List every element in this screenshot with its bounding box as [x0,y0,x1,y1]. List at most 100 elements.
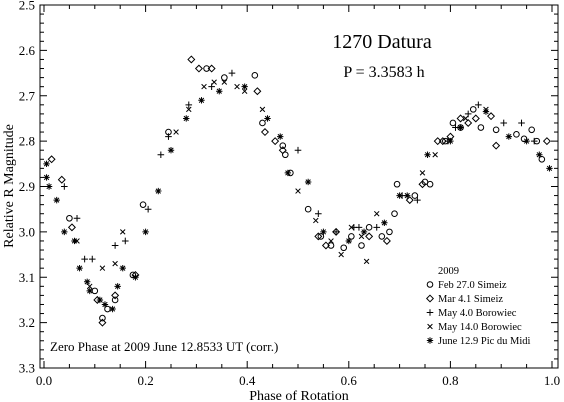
asterisk-point [43,160,50,168]
asterisk-point [119,264,126,272]
plus-point [61,183,68,190]
circle-point [411,192,419,199]
y-tick-label: 3.3 [19,361,35,376]
asterisk-point [155,187,162,195]
asterisk-point [101,301,109,308]
zero-phase-note: Zero Phase at 2009 June 12.8533 UT (corr… [50,339,278,354]
diamond-point [260,128,269,137]
asterisk-point [71,237,78,245]
legend-label: May 14.0 Borowiec [438,322,522,333]
diamond-point [111,291,120,300]
asterisk-point [76,264,83,272]
legend-circle-marker [426,281,434,288]
circle-point [66,214,73,222]
asterisk-point [457,124,464,131]
circle-point [449,119,457,127]
diamond-point [542,137,551,146]
cross-point [173,129,179,135]
diamond-point [418,180,427,189]
plus-point [464,110,472,118]
asterisk-point [132,274,139,281]
circle-point [378,233,386,240]
plus-point [315,210,322,218]
asterisk-point [43,174,50,181]
circle-point [513,131,520,138]
plus-point [121,237,129,245]
circle-point [528,126,535,134]
asterisk-point [424,151,431,158]
asterisk-point [482,108,490,115]
plus-point [144,205,152,213]
x-tick-label: 1.0 [544,373,560,388]
cross-point [295,188,301,194]
legend-item: Mar 4.1 Simeiz [425,294,503,305]
legend-diamond-marker [425,294,435,303]
legend-cross-marker [427,323,433,330]
asterisk-point [396,192,403,199]
asterisk-point [198,97,205,104]
circle-point [203,65,210,72]
x-tick-label: 0.0 [36,373,52,388]
circle-point [111,296,119,304]
y-tick-label: 2.6 [19,43,36,58]
asterisk-point [304,178,312,186]
circle-point [386,228,393,236]
x-tick-label: 0.2 [137,373,153,388]
plus-point [518,119,525,127]
circle-point [426,180,434,188]
cross-point [348,224,355,231]
diamond-point [57,175,66,184]
y-tick-label: 2.5 [19,0,35,13]
asterisk-point [404,192,411,199]
cross-point [86,283,93,290]
plus-point [185,101,193,109]
circle-point [365,224,373,231]
circle-point [358,242,365,249]
y-tick-label: 2.9 [19,179,35,194]
circle-point [139,201,147,208]
plus-point [88,255,96,263]
plus-point [332,228,340,236]
cross-point [119,229,126,235]
legend-item: June 12.9 Pic du Midi [426,336,531,347]
asterisk-point [536,151,543,158]
plus-point [157,151,165,159]
asterisk-point [109,305,116,313]
asterisk-point [277,133,284,140]
x-tick-label: 0.8 [442,373,458,388]
asterisk-point [114,283,121,290]
plus-point [530,137,538,145]
series-cross [74,79,489,290]
asterisk-point [320,228,327,236]
cross-point [462,115,469,122]
period-label: P = 3.3583 h [343,64,424,81]
axis-ticks [40,4,558,369]
asterisk-point [216,88,223,95]
cross-point [432,151,438,158]
diamond-point [98,318,107,327]
asterisk-point [523,137,530,145]
plus-point [73,214,81,222]
diamond-point [464,118,473,127]
legend-label: Feb 27.0 Simeiz [438,280,507,291]
cross-point [259,106,266,113]
cross-point [363,258,370,265]
plus-point [355,224,363,231]
circle-point [492,126,500,134]
plus-point [475,101,482,109]
diamond-point [47,155,56,164]
diamond-point [194,64,203,73]
circle-point [279,142,287,149]
asterisk-point [360,228,368,236]
circle-point [477,124,485,131]
cross-point [419,170,426,176]
plus-point [165,133,172,140]
x-axis-title: Phase of Rotation [249,389,349,402]
circle-point [99,314,106,322]
chart-title: 1270 Datura [332,31,432,53]
legend-label: June 12.9 Pic du Midi [438,336,531,347]
cross-point [338,251,344,258]
asterisk-point [381,219,388,226]
diamond-point [67,223,76,232]
